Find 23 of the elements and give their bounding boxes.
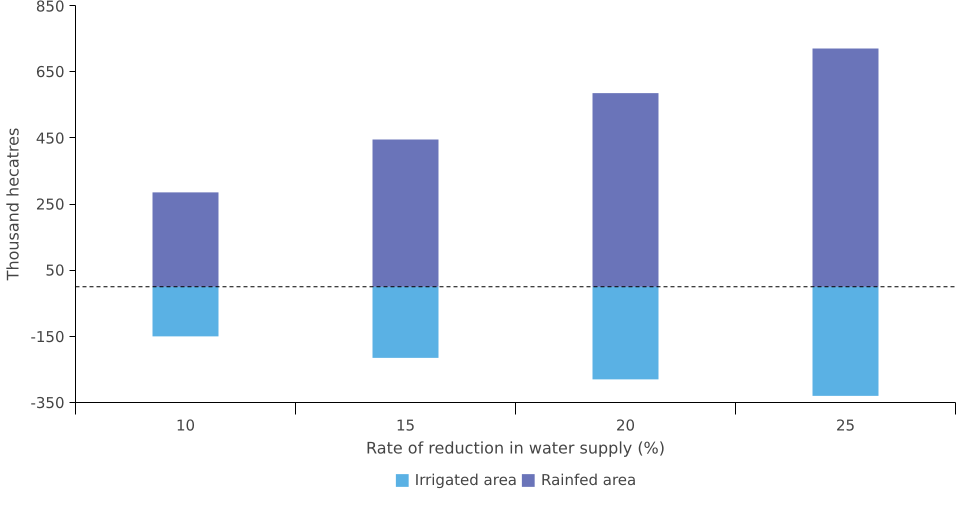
y-tick-label: -150 bbox=[30, 328, 65, 346]
bar bbox=[152, 286, 218, 336]
legend-label: Rainfed area bbox=[541, 471, 636, 489]
y-axis-title: Thousand hecatres bbox=[3, 128, 22, 282]
y-tick-label: -350 bbox=[30, 394, 65, 412]
bar bbox=[372, 286, 438, 358]
y-tick-label: 50 bbox=[45, 262, 65, 280]
y-tick-label: 650 bbox=[36, 63, 65, 82]
bar bbox=[812, 48, 878, 287]
y-tick-label: 850 bbox=[36, 0, 65, 16]
bar bbox=[812, 286, 878, 396]
x-axis-title: Rate of reduction in water supply (%) bbox=[366, 438, 665, 458]
bar bbox=[152, 192, 218, 287]
x-tick-label: 25 bbox=[836, 416, 856, 434]
legend-label: Irrigated area bbox=[414, 471, 518, 489]
x-tick-label: 10 bbox=[176, 416, 196, 434]
x-tick-label: 20 bbox=[616, 416, 636, 434]
bar bbox=[592, 93, 658, 287]
bar bbox=[592, 286, 658, 380]
x-tick-label: 15 bbox=[396, 416, 416, 434]
y-tick-label: 450 bbox=[36, 129, 65, 148]
y-tick-label: 250 bbox=[36, 196, 65, 214]
bar bbox=[372, 139, 438, 287]
